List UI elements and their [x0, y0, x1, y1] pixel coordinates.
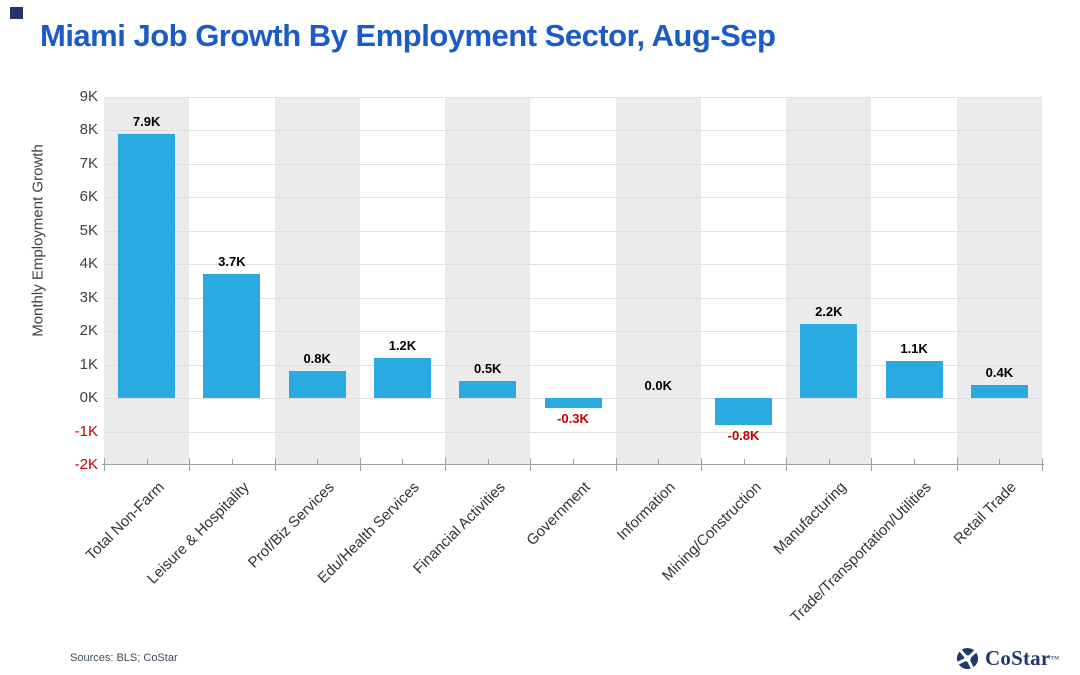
x-axis-minor-tick — [573, 459, 574, 464]
corner-logo-mark — [10, 7, 23, 19]
gridline — [104, 264, 1042, 266]
x-axis-major-tick — [189, 458, 191, 471]
bar-value-label: 0.4K — [985, 364, 1014, 380]
y-tick-label: -1K — [74, 422, 98, 440]
x-axis-major-tick — [1042, 458, 1043, 471]
gridline — [104, 331, 1042, 333]
bar — [970, 384, 1028, 399]
x-axis-minor-tick — [743, 459, 745, 464]
bar — [459, 381, 517, 399]
x-axis-major-tick — [700, 458, 702, 471]
column-band — [615, 97, 701, 465]
x-axis-minor-tick — [231, 459, 233, 464]
y-tick-label: 7K — [79, 154, 98, 172]
x-axis-major-tick — [615, 458, 617, 471]
y-tick-label: 2K — [79, 322, 98, 340]
costar-logo: CoStar ™ — [956, 646, 1059, 671]
bar-value-label: 1.2K — [388, 337, 417, 353]
x-axis-major-tick — [530, 458, 532, 471]
bar-value-label: 2.2K — [815, 304, 843, 320]
bar-value-label: -0.3K — [557, 411, 589, 427]
gridline — [104, 364, 1042, 366]
column-band — [956, 97, 1042, 465]
costar-logo-tm: ™ — [1050, 653, 1060, 664]
x-axis-major-tick — [956, 458, 958, 471]
bar-value-label: -0.8K — [727, 427, 760, 443]
y-tick-label: 9K — [79, 88, 98, 105]
gridline — [104, 97, 1042, 98]
bar-value-label: 0.8K — [303, 351, 331, 367]
y-tick-label: -2K — [74, 456, 98, 473]
gridline — [104, 230, 1042, 232]
bar — [203, 274, 261, 399]
bar — [885, 361, 943, 399]
x-axis-minor-tick — [487, 459, 489, 464]
bar-value-label: 0.5K — [473, 361, 502, 377]
y-tick-label: 6K — [79, 188, 98, 206]
x-axis-minor-tick — [658, 459, 660, 464]
y-tick-label: 0K — [79, 389, 98, 407]
x-axis-major-tick — [871, 458, 873, 471]
x-axis-major-tick — [274, 458, 276, 471]
y-tick-label: 4K — [79, 255, 98, 273]
bar — [715, 398, 773, 425]
column-band — [445, 97, 531, 465]
gridline — [104, 297, 1042, 299]
x-axis-major-tick — [359, 458, 361, 471]
x-axis-line — [102, 464, 1044, 465]
column-band — [274, 97, 360, 465]
costar-logo-icon — [956, 647, 979, 670]
bar — [544, 398, 602, 409]
y-tick-label: 8K — [79, 121, 98, 139]
source-note: Sources: BLS; CoStar — [70, 652, 178, 664]
gridline — [104, 431, 1042, 433]
x-axis-major-tick — [104, 458, 105, 471]
y-tick-label: 1K — [79, 355, 98, 373]
bar — [800, 324, 858, 399]
x-axis-minor-tick — [828, 459, 830, 464]
column-band — [786, 97, 872, 465]
x-axis-minor-tick — [317, 459, 319, 464]
y-tick-label: 5K — [79, 221, 98, 239]
bar — [373, 357, 431, 399]
bar — [288, 371, 346, 399]
gridline — [104, 197, 1042, 199]
bar-value-label: 3.7K — [218, 254, 246, 270]
gridline — [104, 130, 1042, 132]
costar-logo-text: CoStar — [985, 646, 1051, 670]
chart-title: Miami Job Growth By Employment Sector, A… — [40, 18, 776, 53]
x-axis-major-tick — [445, 458, 447, 471]
x-axis-minor-tick — [402, 459, 404, 464]
x-axis-major-tick — [786, 458, 788, 471]
plot-area: 7.9K 3.7K 0.8K 1.2K 0.5K -0.3K 0.0K -0.8K 2.2K 1.… — [102, 97, 1044, 471]
x-axis-minor-tick — [999, 459, 1001, 464]
gridline — [104, 163, 1042, 165]
bar-value-label: 7.9K — [132, 113, 161, 129]
bar — [118, 133, 176, 399]
bar-value-label: 1.1K — [900, 341, 928, 357]
y-tick-label: 3K — [79, 288, 98, 306]
bar-value-label: 0.0K — [644, 378, 672, 394]
x-axis-minor-tick — [146, 459, 148, 464]
x-axis-minor-tick — [914, 459, 916, 464]
